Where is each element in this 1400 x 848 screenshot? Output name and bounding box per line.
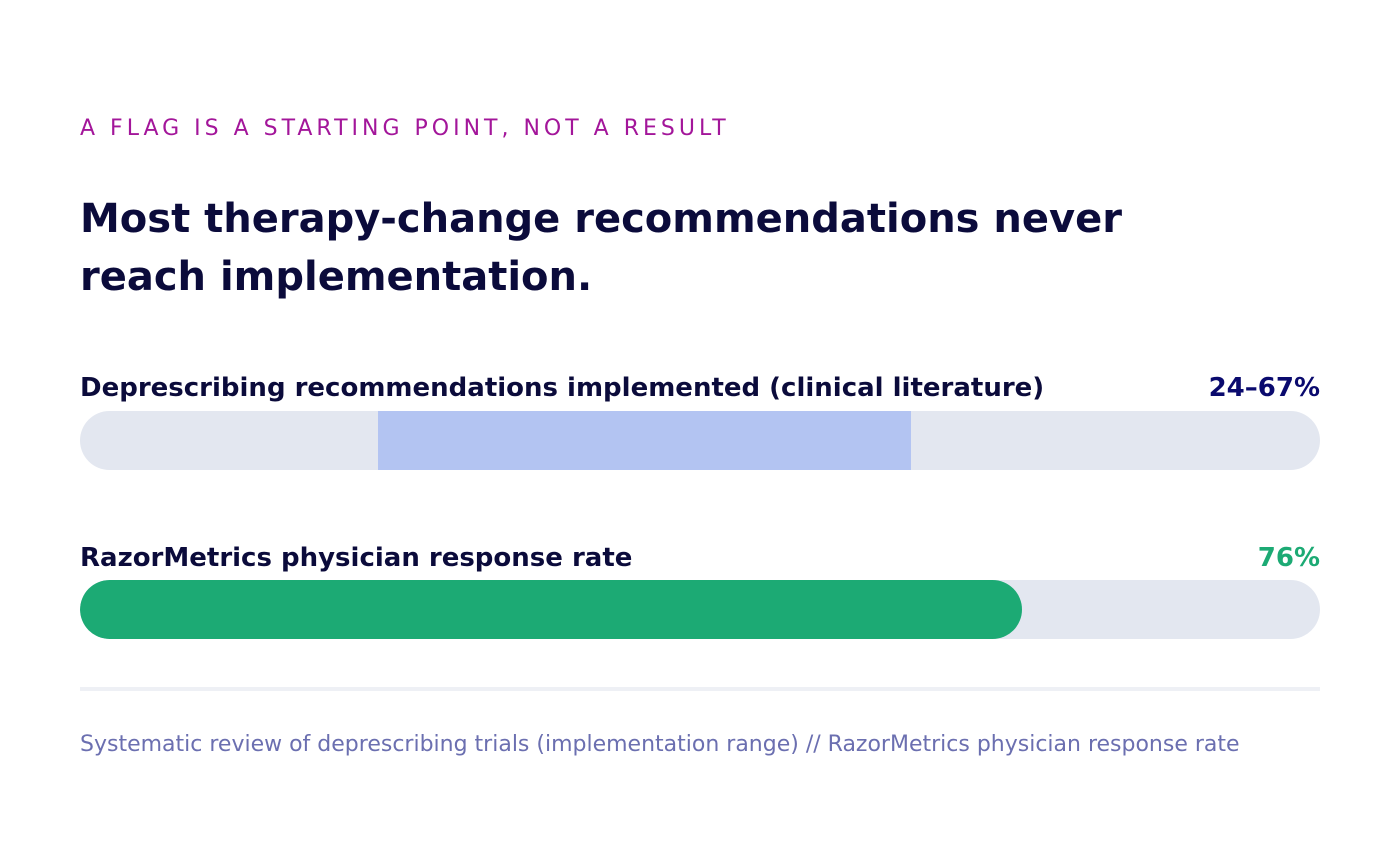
headline: Most therapy-change recommendations neve…: [80, 196, 1122, 300]
row-1-track: [80, 411, 1320, 470]
row-2-value-bar: [80, 580, 1023, 639]
divider: [80, 687, 1320, 691]
eyebrow-label: A FLAG IS A STARTING POINT, NOT A RESULT: [80, 116, 730, 141]
row-2-track: [80, 580, 1320, 639]
row-2-label: RazorMetrics physician response rate: [80, 543, 633, 573]
row-2-value-label: 76%: [1257, 543, 1320, 573]
row-1-range-bar: [377, 411, 911, 470]
row-1-value-label: 24–67%: [1208, 373, 1320, 403]
row-1-label: Deprescribing recommendations implemente…: [80, 373, 1045, 403]
source-note: Systematic review of deprescribing trial…: [80, 732, 1240, 757]
